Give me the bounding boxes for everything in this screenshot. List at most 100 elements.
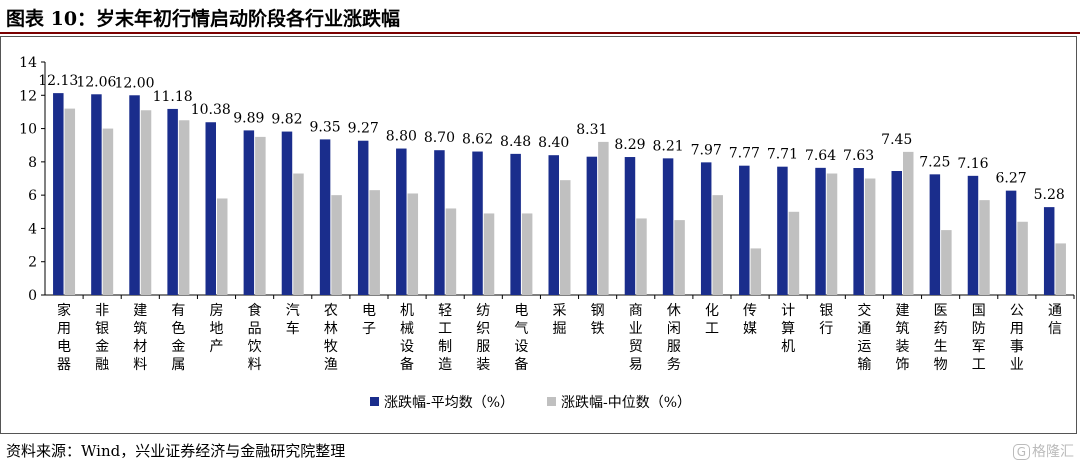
- data-label: 7.25: [919, 154, 950, 170]
- data-label: 9.35: [309, 119, 340, 135]
- y-tick-label: 8: [28, 155, 37, 171]
- bar-median: [521, 213, 533, 295]
- bar-median: [941, 230, 952, 295]
- x-category-label: 房地产: [210, 303, 224, 355]
- y-tick-label: 6: [28, 188, 37, 204]
- data-label: 9.82: [271, 112, 302, 128]
- bar-median: [903, 151, 914, 295]
- bar-median: [598, 141, 609, 295]
- bar-median: [826, 173, 838, 295]
- bar-average: [129, 95, 140, 296]
- bar-median: [407, 193, 419, 295]
- data-label: 9.89: [233, 110, 264, 126]
- bar-median: [445, 208, 457, 295]
- bar-average: [1043, 207, 1055, 295]
- bar-average: [662, 158, 674, 295]
- bar-average: [205, 122, 216, 295]
- y-tick-label: 2: [28, 255, 37, 271]
- x-category-label: 休闲服务: [667, 303, 681, 373]
- data-label: 7.16: [957, 156, 988, 172]
- bar-median: [750, 248, 762, 295]
- data-label: 12.13: [38, 73, 78, 89]
- bar-average: [586, 156, 598, 295]
- bar-median: [331, 195, 342, 295]
- bar-average: [815, 167, 826, 295]
- bar-median: [293, 173, 304, 295]
- bar-median: [560, 180, 571, 295]
- data-label: 8.21: [652, 138, 683, 154]
- chart-labels: 12.13 家用电器 12.06 非银金融 12.00 建筑材料 11.18 有色金属 10.3…: [38, 73, 1065, 373]
- x-category-label: 银行: [819, 303, 833, 337]
- data-label: 8.48: [500, 134, 531, 150]
- x-category-label: 农林牧渔: [324, 303, 338, 373]
- x-category-label: 医药生物: [934, 303, 948, 373]
- watermark-text: 格隆汇: [1032, 444, 1074, 460]
- chart-bars: [53, 93, 1066, 296]
- x-category-label: 轻工制造: [438, 303, 452, 373]
- bar-average: [243, 130, 255, 295]
- chart-title: 图表 10：岁末年初行情启动阶段各行业涨跌幅: [6, 8, 401, 30]
- y-tick-label: 0: [28, 288, 37, 304]
- legend-label-median: 涨跌幅-中位数（%）: [561, 395, 691, 411]
- data-label: 8.70: [424, 130, 455, 146]
- bar-median: [636, 218, 647, 295]
- x-category-label: 商业贸易: [629, 303, 643, 373]
- legend-label-average: 涨跌幅-平均数（%）: [384, 395, 514, 411]
- data-label: 7.77: [729, 146, 760, 162]
- x-category-label: 交通运输: [857, 302, 871, 373]
- bar-median: [864, 178, 876, 295]
- legend-swatch-median: [547, 397, 556, 406]
- bar-average: [91, 94, 102, 295]
- bar-average: [434, 150, 445, 295]
- y-tick-label: 12: [19, 88, 37, 104]
- bar-median: [140, 110, 152, 295]
- bar-average: [510, 153, 521, 295]
- y-tick-label: 14: [19, 55, 37, 71]
- bar-median: [369, 190, 380, 295]
- x-category-label: 钢铁: [591, 303, 605, 337]
- bar-average: [777, 166, 788, 295]
- data-label: 12.00: [114, 75, 154, 91]
- bar-average: [357, 140, 369, 295]
- bar-median: [1055, 243, 1066, 295]
- bar-median: [674, 220, 685, 295]
- bar-median: [712, 195, 723, 295]
- x-category-label: 家用电器: [57, 302, 71, 373]
- x-category-label: 计算机: [781, 303, 795, 355]
- bar-average: [319, 139, 331, 295]
- bar-average: [891, 171, 902, 295]
- data-label: 11.18: [153, 89, 193, 105]
- bar-average: [281, 131, 293, 295]
- bar-average: [967, 175, 979, 295]
- data-label: 9.27: [348, 121, 379, 137]
- data-label: 8.31: [576, 122, 607, 138]
- data-label: 8.62: [462, 132, 493, 148]
- x-category-label: 传媒: [743, 303, 757, 337]
- data-label: 5.28: [1034, 187, 1065, 203]
- bar-average: [700, 162, 712, 295]
- chart-frame: [0, 36, 1077, 434]
- x-category-label: 机械设备: [400, 303, 414, 373]
- chart-legend: 涨跌幅-平均数（%） 涨跌幅-中位数（%）: [370, 395, 691, 411]
- bar-average: [53, 93, 64, 295]
- watermark: G 格隆汇: [1012, 441, 1074, 461]
- x-category-label: 通信: [1048, 303, 1062, 337]
- bar-median: [64, 108, 76, 295]
- y-tick-label: 4: [28, 221, 37, 237]
- bar-average: [1005, 190, 1017, 295]
- x-category-label: 有色金属: [171, 303, 185, 373]
- y-tick-label: 10: [19, 122, 37, 138]
- bar-median: [483, 213, 495, 295]
- bar-average: [167, 108, 178, 295]
- x-category-label: 建筑装饰: [896, 303, 910, 373]
- chart-axes: 0 2 4 6 8 10 12 14: [19, 55, 1075, 304]
- bar-median: [178, 120, 190, 295]
- bar-average: [396, 148, 407, 295]
- x-category-label: 电气设备: [514, 303, 528, 373]
- x-category-label: 非银金融: [95, 303, 109, 373]
- data-label: 7.64: [805, 148, 836, 164]
- bar-median: [1017, 221, 1028, 295]
- data-label: 7.63: [843, 148, 874, 164]
- bar-median: [102, 128, 114, 295]
- source-note: 资料来源：Wind，兴业证券经济与金融研究院整理: [6, 442, 346, 460]
